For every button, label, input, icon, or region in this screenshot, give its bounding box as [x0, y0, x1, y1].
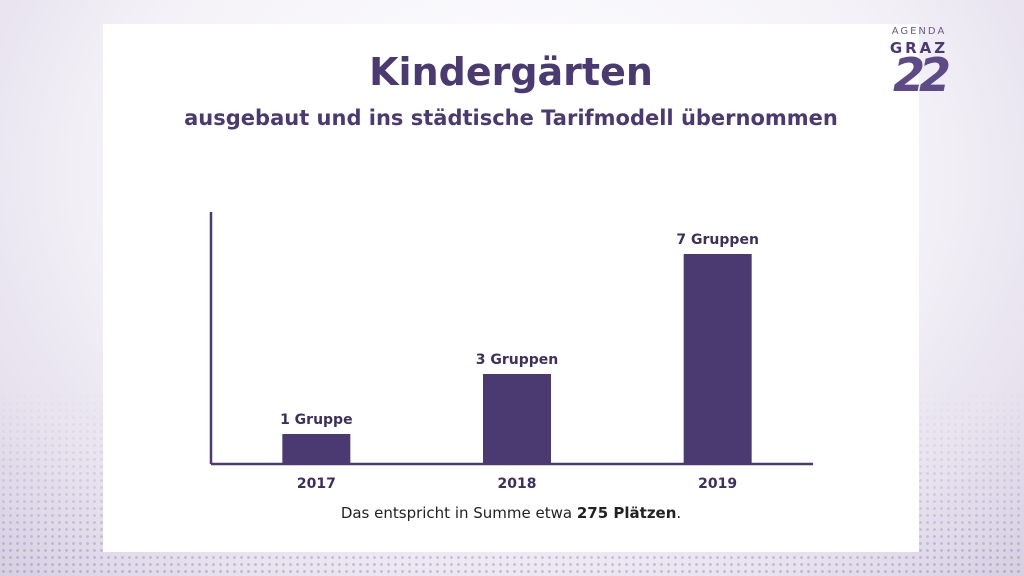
slide-title: Kindergärten	[369, 50, 653, 94]
bar-chart: 1 Gruppe 2017 3 Gruppen 2018 7 Gruppen 2019	[209, 212, 813, 492]
bar-2019	[683, 254, 752, 464]
x-tick-label-2017: 2017	[297, 476, 336, 492]
bar-group: 1 Gruppe 2017 3 Gruppen 2018 7 Gruppen 2019	[280, 232, 759, 492]
footnote-highlight: 275 Plätzen	[576, 504, 677, 522]
slide-subtitle: ausgebaut und ins städtische Tarifmodell…	[184, 106, 838, 130]
logo-graz-text: GRAZ	[889, 39, 949, 57]
bar-2017	[282, 434, 351, 464]
x-tick-label-2019: 2019	[698, 476, 737, 492]
logo-number: 22	[892, 48, 951, 102]
x-tick-label-2018: 2018	[498, 476, 537, 492]
bar-2018	[483, 374, 551, 464]
agenda-graz-logo: AGENDA GRAZ 22	[884, 24, 954, 110]
data-label-2018: 3 Gruppen	[476, 352, 558, 368]
data-label-2019: 7 Gruppen	[676, 232, 758, 248]
logo-agenda-text: AGENDA	[891, 26, 947, 37]
slide-card: Kindergärten ausgebaut und ins städtisch…	[103, 24, 919, 552]
footnote-suffix: .	[676, 504, 682, 522]
footnote-prefix: Das entspricht in Summe etwa	[340, 504, 577, 522]
data-label-2017: 1 Gruppe	[280, 412, 353, 428]
summary-footnote: Das entspricht in Summe etwa 275 Plätzen…	[103, 504, 919, 522]
